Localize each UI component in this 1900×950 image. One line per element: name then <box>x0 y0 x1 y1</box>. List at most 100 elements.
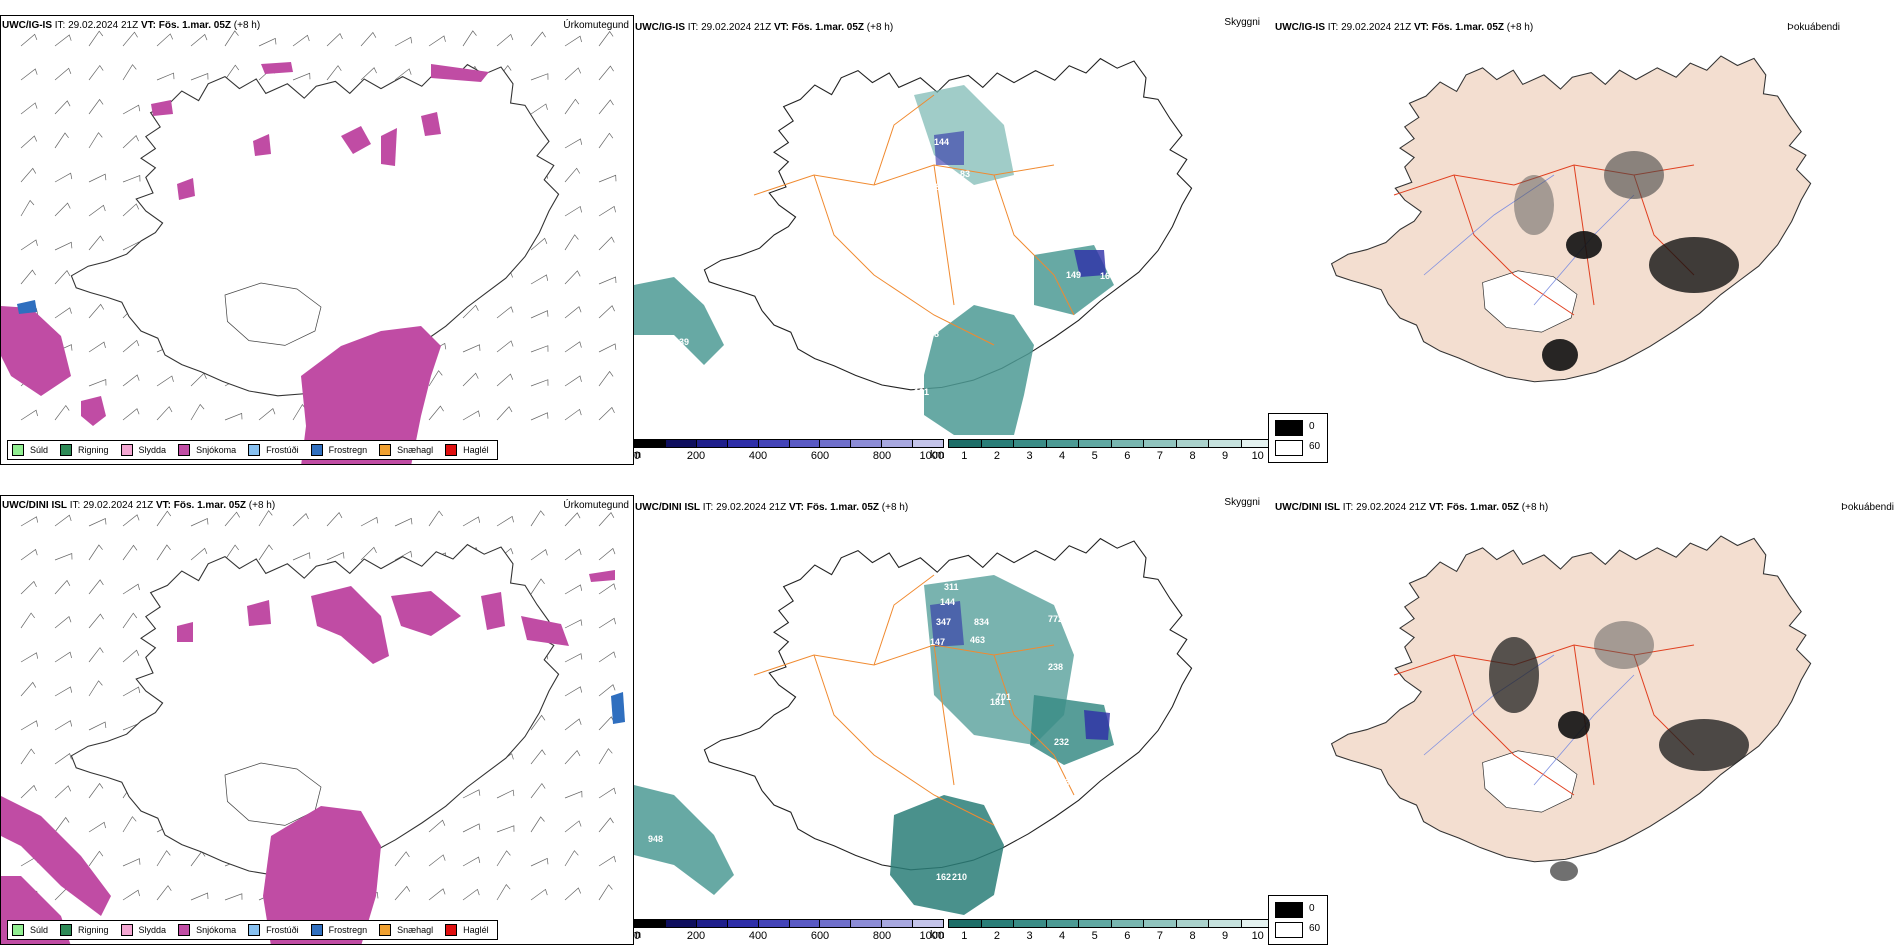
fog-blob-2 <box>1566 231 1602 259</box>
wind-barb <box>598 406 615 421</box>
visibility-map: 311 144 347 147 834 463 899 743 701 772 778 238 701 2… <box>634 537 1193 915</box>
colorbar-tick: 2 <box>993 450 1000 462</box>
wind-barb <box>496 789 515 799</box>
cloud-base-label: 206 <box>1094 757 1109 767</box>
colorbar-segment <box>820 440 852 447</box>
wind-barb <box>496 306 514 319</box>
variable-name: Úrkomutegund <box>563 20 629 31</box>
wind-barb <box>462 856 481 867</box>
snow-patch-6 <box>177 622 193 642</box>
colorbar-tick: 0 <box>634 930 641 942</box>
colorbar-tick: 1 <box>961 930 968 942</box>
wind-barb <box>258 37 277 47</box>
fog-blob-1 <box>1649 237 1739 293</box>
colorbar-segment <box>789 920 821 927</box>
cloud-base-label: 630 <box>1060 777 1075 787</box>
colorbar-segment <box>1046 920 1079 927</box>
wind-barb <box>598 855 616 867</box>
wind-barb <box>462 516 481 527</box>
wind-barb <box>54 651 72 663</box>
wind-barb <box>292 513 309 527</box>
low-vis-south <box>890 795 1004 915</box>
wind-barb <box>462 372 479 387</box>
wind-barb <box>564 375 582 387</box>
wind-barb <box>54 67 72 81</box>
legend-label: Súld <box>30 925 49 935</box>
colorbar-segment <box>758 440 790 447</box>
wind-barb <box>462 30 477 47</box>
colorbar-segment <box>635 920 666 927</box>
wind-barb <box>496 340 514 353</box>
wind-barb <box>20 135 38 149</box>
cloud-base-label: 834 <box>974 617 989 627</box>
snow-patch-2 <box>431 64 489 82</box>
colorbar-tick: 5 <box>1091 450 1098 462</box>
cloud-base-label: 210 <box>952 872 967 882</box>
wind-barb <box>564 270 581 285</box>
snow-area-west2 <box>81 396 106 426</box>
cloud-base-label: 165 <box>1100 271 1115 281</box>
wind-barb <box>156 510 172 527</box>
cloud-base-label: 232 <box>1054 737 1069 747</box>
wind-barb <box>598 343 617 353</box>
low-cloud-n <box>930 601 964 647</box>
wind-barb <box>20 269 36 285</box>
colorbar-segment <box>1144 440 1177 447</box>
wind-barb <box>564 653 583 663</box>
colorbar-tick: 9 <box>1222 450 1229 462</box>
wind-barb <box>462 823 481 833</box>
wind-barb <box>598 205 616 217</box>
cloud-base-label: 468 <box>974 187 989 197</box>
legend-label: Snjókoma <box>196 445 237 455</box>
legend-swatch <box>120 444 133 456</box>
legend-swatch <box>120 924 133 936</box>
wind-barb <box>88 378 107 387</box>
wind-barb <box>54 202 71 217</box>
ceiling-colorbar: 0 200 400 600 800 1000 m <box>634 919 944 942</box>
wind-barb <box>428 370 443 387</box>
wind-barb <box>122 583 140 595</box>
wind-barb <box>88 132 103 149</box>
wind-barb <box>292 72 311 81</box>
wind-barb <box>292 552 311 561</box>
wind-barb <box>428 35 446 47</box>
wind-barb <box>428 888 446 901</box>
wind-barb <box>530 274 549 285</box>
wind-barb <box>530 782 546 799</box>
cloud-base-label: 899 <box>1044 582 1059 592</box>
wind-barb <box>122 514 140 527</box>
ceiling-colorbar: 0 200 400 600 800 1000 m <box>634 439 944 462</box>
snow-patch-7 <box>589 570 615 582</box>
wind-barb <box>122 64 137 81</box>
legend-item: Frostregn <box>310 924 368 936</box>
wind-barb <box>54 241 73 251</box>
wind-barb <box>360 31 377 47</box>
wind-barb <box>54 172 73 183</box>
panel-title: UWC/DINI ISL IT: 29.02.2024 21Z VT: Fös.… <box>635 502 909 513</box>
colorbar-segment <box>696 440 728 447</box>
fog-blob-3 <box>1558 711 1590 739</box>
wind-barb <box>496 373 514 387</box>
colorbar-segment <box>1241 440 1273 447</box>
wind-barb <box>224 64 240 81</box>
wind-barb <box>88 98 104 115</box>
wind-barb <box>462 410 481 421</box>
wind-barb <box>462 789 481 799</box>
legend-item: Haglél <box>445 924 489 936</box>
wind-barb <box>564 850 579 867</box>
wind-barb <box>496 825 515 833</box>
wind-barb <box>530 714 546 731</box>
legend-label: Frostregn <box>328 925 368 935</box>
colorbar-segment <box>635 440 666 447</box>
colorbar-segment <box>1209 440 1242 447</box>
frost-rain-patch <box>611 692 625 724</box>
snow-patch-1 <box>261 62 293 74</box>
fog-blob-3 <box>1542 339 1578 371</box>
wind-barb <box>598 817 614 833</box>
wind-barb <box>462 344 481 353</box>
legend-item: Slydda <box>120 924 166 936</box>
colorbar-segment <box>1079 920 1112 927</box>
wind-barb <box>54 579 71 595</box>
wind-barb <box>564 820 582 833</box>
variable-name: Skyggni <box>1224 17 1260 28</box>
